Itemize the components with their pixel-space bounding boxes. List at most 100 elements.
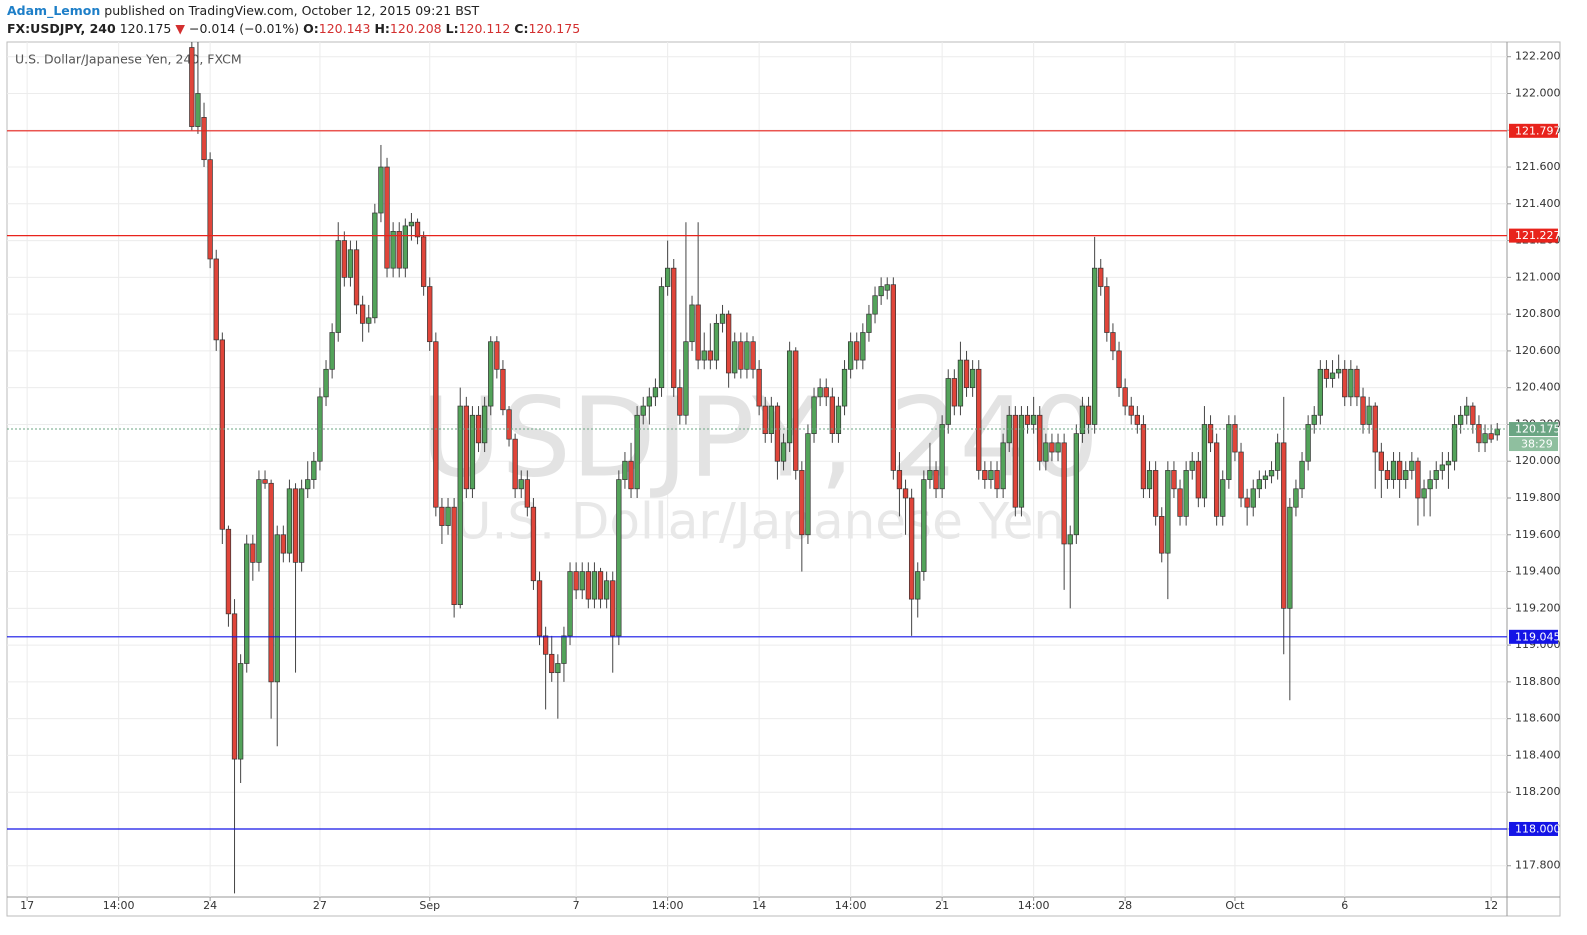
y-tick-label: 120.600 (1515, 344, 1561, 357)
candle-body (298, 488, 305, 563)
candle-body (725, 313, 732, 374)
candle-body (359, 304, 366, 324)
x-tick-label: Sep (419, 899, 440, 912)
candle-body (707, 350, 713, 361)
level-label: 121.227 (1515, 229, 1561, 242)
candle-body (1079, 405, 1086, 434)
candle-body (323, 368, 329, 398)
candle-body (1110, 332, 1116, 352)
candle-body (1439, 464, 1445, 471)
candle-body (1073, 433, 1079, 536)
candle-body (1140, 424, 1147, 490)
candle-body (1403, 470, 1409, 480)
candle-body (829, 396, 835, 434)
candle-body (646, 396, 652, 407)
candle-body (951, 378, 957, 407)
candle-body (195, 93, 201, 127)
candle-body (896, 470, 903, 490)
candle-body (445, 506, 451, 526)
candle-body (585, 571, 591, 600)
candle-body (854, 341, 860, 361)
candle-body (1238, 451, 1244, 499)
candle-body (1213, 442, 1220, 517)
candle-body (408, 221, 415, 227)
candle-body (1451, 424, 1458, 462)
candle-body (1482, 433, 1488, 444)
symbol: FX:USDJPY, 240 (7, 21, 116, 36)
axes: 117.800 118.000 118.200 118.400 118.600 118.8… (20, 50, 1560, 912)
candle-body (1335, 368, 1342, 374)
candle-body (237, 663, 244, 760)
candle-body (756, 368, 762, 407)
candle-body (603, 580, 610, 600)
candle-body (1348, 368, 1354, 398)
candle-body (1128, 405, 1134, 416)
y-tick-label: 120.400 (1515, 381, 1561, 394)
level-label-box (1509, 228, 1558, 243)
candle-body (1445, 460, 1452, 466)
y-tick-label: 121.600 (1515, 160, 1561, 173)
candle-body (250, 543, 256, 563)
x-tick-label: 12 (1484, 899, 1498, 912)
candle-body (1396, 460, 1403, 480)
candle-body (610, 580, 616, 637)
x-tick-label: 14:00 (835, 899, 867, 912)
candle-body (1152, 470, 1159, 517)
x-tick-label: 7 (573, 899, 580, 912)
candle-body (1323, 368, 1330, 379)
candle-body (591, 571, 598, 600)
candle-body (872, 295, 878, 315)
candle-body (189, 47, 195, 127)
candle-body (1476, 424, 1482, 444)
candle-body (915, 571, 921, 600)
y-tick-label: 118.400 (1515, 748, 1561, 761)
low-label: L: (445, 21, 459, 36)
candle-body (573, 571, 579, 591)
y-tick-label: 119.800 (1515, 491, 1561, 504)
low-value: 120.112 (458, 21, 511, 36)
candle-body (555, 663, 561, 674)
candle-body (811, 396, 817, 434)
x-tick-label: 6 (1341, 899, 1348, 912)
candle-body (1012, 414, 1018, 508)
candle-body (1427, 479, 1433, 490)
candle-body (469, 414, 476, 490)
candle-body (1183, 470, 1189, 517)
candle-body (1207, 424, 1214, 444)
candle-body (372, 212, 378, 319)
x-tick-label: 14:00 (103, 899, 135, 912)
candle-body (1360, 396, 1366, 425)
candle-body (1433, 470, 1439, 480)
y-tick-label: 118.600 (1515, 712, 1561, 725)
candle-body (799, 470, 805, 536)
candle-body (536, 580, 543, 637)
candle-body (506, 409, 512, 440)
candle-body (1104, 286, 1110, 333)
candle-body (921, 479, 927, 572)
candle-body (689, 304, 695, 343)
candle-body (524, 479, 530, 508)
candle-body (890, 284, 896, 471)
candle-body (1195, 460, 1201, 499)
candle-body (628, 460, 634, 490)
level-label-box (1509, 629, 1558, 644)
candle-body (433, 341, 439, 508)
candle-body (286, 488, 293, 554)
level-label-box (1509, 821, 1558, 836)
candle-body (463, 405, 469, 490)
author[interactable]: Adam_Lemon (7, 3, 101, 18)
candle-body (634, 414, 640, 490)
last-price: 120.175 (119, 21, 172, 36)
candle-body (305, 479, 311, 490)
candle-body (957, 359, 964, 407)
candle-body (1171, 470, 1177, 490)
candle-body (1299, 460, 1305, 490)
candle-body (1268, 470, 1275, 477)
candle-body (976, 368, 982, 471)
candle-body (268, 482, 274, 683)
candle-body (347, 249, 354, 278)
candle-body (1220, 479, 1226, 517)
candle-body (982, 470, 988, 480)
candle-body (1049, 442, 1055, 453)
candle-body (805, 433, 811, 536)
